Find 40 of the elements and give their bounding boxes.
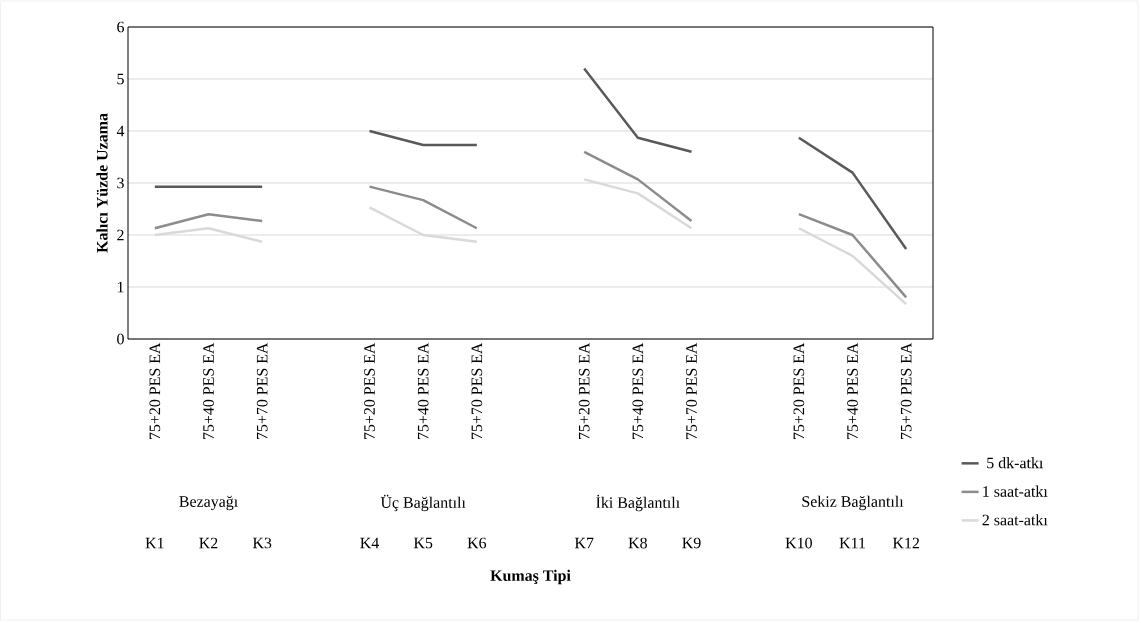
- y-tick-label: 0: [117, 333, 124, 345]
- text: K9: [682, 537, 701, 549]
- y-tick-label: 5: [117, 73, 124, 85]
- text: Kumaş Tipi: [490, 569, 571, 585]
- x-tick-label: 75+20 PES EA: [578, 342, 590, 440]
- text: Bezayağı: [179, 495, 238, 511]
- y-tick-label: 4: [116, 125, 125, 137]
- x-tick-label: 75+70 PES EA: [686, 342, 697, 440]
- x-tick-label: 75+70 PES EA: [256, 342, 268, 440]
- legend-label: 2 saat-atkı: [982, 514, 1048, 526]
- x-tick-label: 75+70 PES EA: [900, 342, 912, 440]
- x-tick-label: 75+20 PES EA: [364, 342, 375, 440]
- x-tick-label: 75+20 PES EA: [793, 342, 805, 440]
- text: K1: [145, 537, 164, 549]
- x-tick-label: 75+40 PES EA: [417, 342, 429, 440]
- text: K6: [467, 537, 487, 549]
- text: Sekiz Bağlantılı: [802, 495, 904, 511]
- x-tick-label: 75+70 PES EA: [471, 342, 483, 440]
- x-tick-label: 75+40 PES EA: [203, 342, 214, 440]
- y-tick-label: 3: [117, 177, 124, 189]
- legend-label: 5 dk-atkı: [987, 457, 1044, 469]
- y-axis-title: Kalıcı Yüzde Uzama: [96, 113, 108, 253]
- text: K2: [199, 537, 218, 549]
- text: K4: [360, 537, 379, 549]
- text: K7: [574, 537, 594, 549]
- text: Üç Bağlantılı: [380, 494, 466, 512]
- text: İki Bağlantılı: [596, 494, 680, 512]
- text: K10: [785, 537, 812, 549]
- y-tick-label: 2: [117, 229, 124, 241]
- text: K3: [252, 537, 272, 549]
- text: K5: [413, 537, 433, 549]
- x-tick-label: 75+20 PES EA: [149, 342, 161, 440]
- y-tick-label: 6: [117, 21, 125, 33]
- text: K11: [839, 537, 865, 549]
- text: K12: [892, 537, 920, 549]
- legend-label: 1 saat-atkı: [983, 485, 1048, 497]
- x-tick-label: 75+40 PES EA: [847, 342, 858, 440]
- y-tick-label: 1: [117, 281, 124, 293]
- text: K8: [628, 537, 647, 549]
- x-tick-label: 75+40 PES EA: [632, 342, 644, 440]
